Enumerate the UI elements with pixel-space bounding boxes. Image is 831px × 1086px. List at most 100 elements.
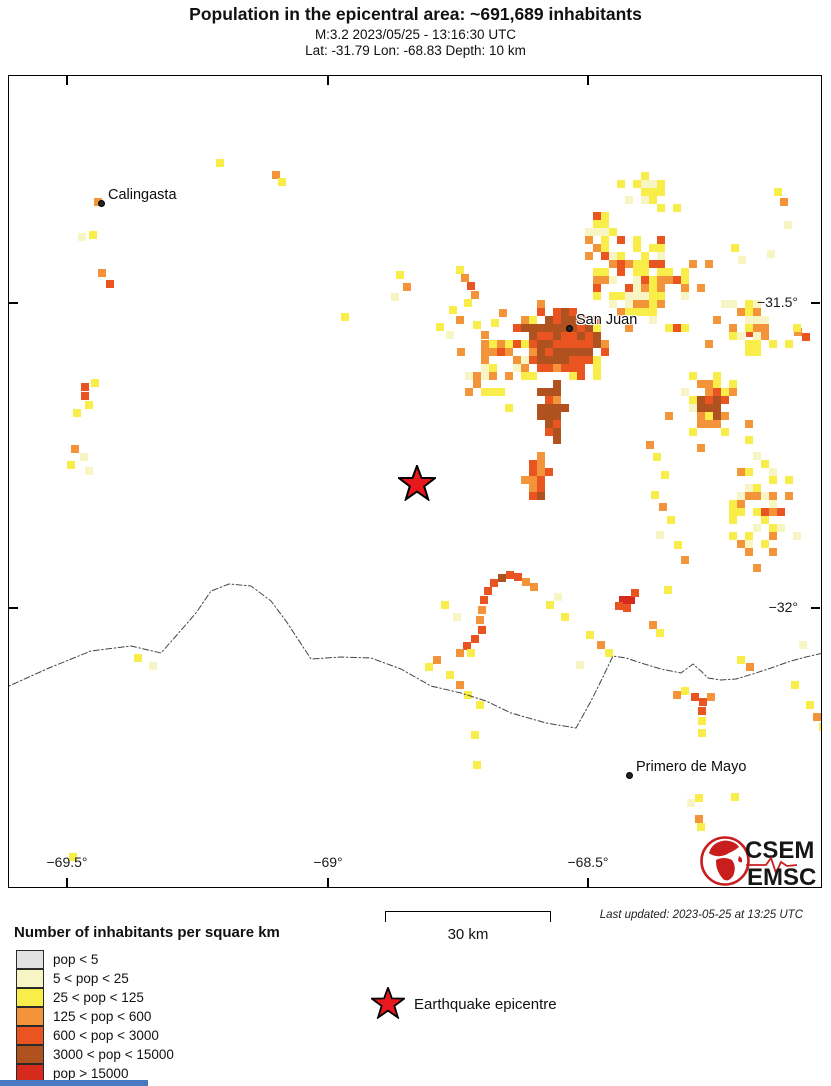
population-cell: [537, 412, 545, 420]
population-cell: [601, 340, 609, 348]
population-cell: [554, 593, 562, 601]
population-cell: [657, 204, 665, 212]
latitude-label: −32°: [768, 599, 798, 615]
population-cell: [689, 428, 697, 436]
population-cell: [673, 324, 681, 332]
population-cell: [489, 348, 497, 356]
population-cell: [505, 372, 513, 380]
population-cell: [802, 333, 810, 341]
population-cell: [641, 252, 649, 260]
population-cell: [657, 268, 665, 276]
population-cell: [681, 276, 689, 284]
population-cell: [761, 332, 769, 340]
population-cell: [657, 180, 665, 188]
population-cell: [633, 276, 641, 284]
population-cell: [767, 250, 775, 258]
population-cell: [665, 276, 673, 284]
population-cell: [633, 268, 641, 276]
population-cell: [777, 508, 785, 516]
axis-tick: [66, 76, 68, 85]
population-cell: [601, 212, 609, 220]
population-cell: [753, 452, 761, 460]
population-cell: [649, 244, 657, 252]
population-cell: [98, 269, 106, 277]
population-cell: [649, 284, 657, 292]
population-cell: [553, 380, 561, 388]
population-cell: [489, 372, 497, 380]
population-cell: [593, 324, 601, 332]
population-cell: [561, 348, 569, 356]
population-cell: [625, 308, 633, 316]
population-cell: [745, 468, 753, 476]
population-cell: [625, 300, 633, 308]
population-cell: [537, 484, 545, 492]
population-cell: [641, 292, 649, 300]
population-cell: [464, 691, 472, 699]
legend-row: 25 < pop < 125: [16, 988, 174, 1007]
population-cell: [657, 244, 665, 252]
population-cell: [721, 396, 729, 404]
population-cell: [476, 701, 484, 709]
population-cell: [806, 701, 814, 709]
population-cell: [609, 276, 617, 284]
population-cell: [729, 516, 737, 524]
population-cell: [521, 356, 529, 364]
population-cell: [617, 268, 625, 276]
population-cell: [609, 228, 617, 236]
population-cell: [513, 356, 521, 364]
population-cell: [649, 196, 657, 204]
population-cell: [665, 324, 673, 332]
population-cell: [553, 364, 561, 372]
population-cell: [545, 404, 553, 412]
legend-row: 125 < pop < 600: [16, 1007, 174, 1026]
population-cell: [561, 332, 569, 340]
population-cell: [769, 340, 777, 348]
population-cell: [737, 500, 745, 508]
population-cell: [761, 316, 769, 324]
population-cell: [529, 324, 537, 332]
population-cell: [761, 324, 769, 332]
population-cell: [731, 244, 739, 252]
population-cell: [633, 292, 641, 300]
legend-row: 3000 < pop < 15000: [16, 1045, 174, 1064]
population-cell: [691, 693, 699, 701]
population-cell: [657, 236, 665, 244]
population-cell: [537, 308, 545, 316]
population-cell: [446, 331, 454, 339]
city-label: Primero de Mayo: [636, 759, 747, 775]
population-cell: [497, 388, 505, 396]
population-cell: [89, 231, 97, 239]
population-cell: [585, 348, 593, 356]
population-cell: [746, 663, 754, 671]
population-cell: [617, 252, 625, 260]
population-cell: [561, 316, 569, 324]
population-cell: [465, 388, 473, 396]
population-cell: [545, 340, 553, 348]
population-cell: [569, 348, 577, 356]
population-cell: [657, 276, 665, 284]
population-cell: [649, 180, 657, 188]
population-cell: [537, 468, 545, 476]
population-cell: [529, 372, 537, 380]
population-cell: [799, 641, 807, 649]
population-cell: [490, 579, 498, 587]
legend-label: 5 < pop < 25: [53, 971, 129, 986]
population-cell: [674, 541, 682, 549]
population-cell: [553, 404, 561, 412]
population-cell: [585, 236, 593, 244]
population-cell: [545, 332, 553, 340]
population-cell: [729, 332, 737, 340]
axis-tick: [811, 607, 820, 609]
population-cell: [467, 282, 475, 290]
population-cell: [695, 815, 703, 823]
population-cell: [481, 340, 489, 348]
population-cell: [729, 300, 737, 308]
population-cell: [609, 300, 617, 308]
population-cell: [705, 420, 713, 428]
population-cell: [537, 332, 545, 340]
population-cell: [396, 271, 404, 279]
population-cell: [537, 348, 545, 356]
population-cell: [78, 233, 86, 241]
population-cell: [577, 332, 585, 340]
population-cell: [601, 348, 609, 356]
